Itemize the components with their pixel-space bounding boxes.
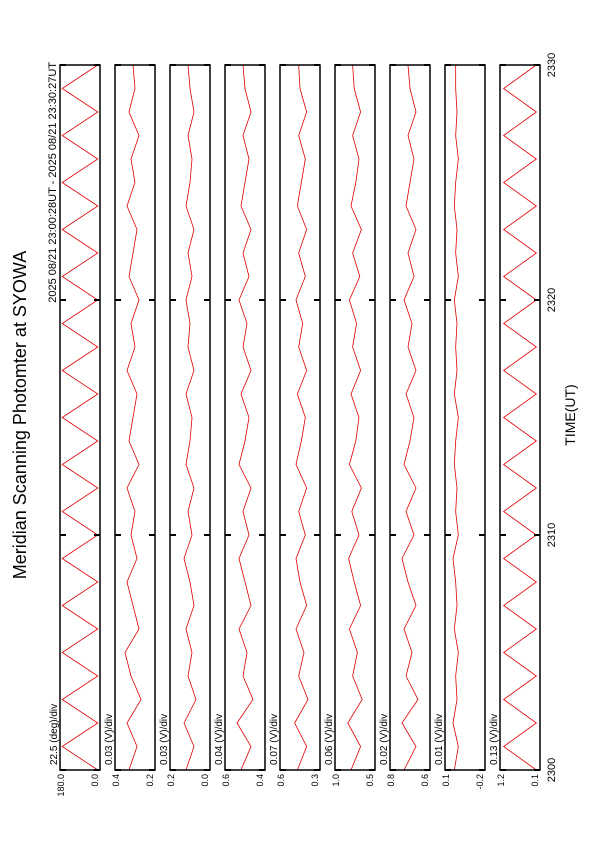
- value-tick-label: 0.8: [386, 774, 396, 787]
- x-axis-label: TIME(UT): [562, 384, 578, 445]
- trace: [401, 64, 419, 771]
- x-tick-label: 2300: [546, 758, 558, 782]
- scale-label: 0.02 (V)/div: [379, 714, 390, 765]
- scale-label: 0.06 (V)/div: [324, 714, 335, 765]
- value-tick-label: 0.2: [145, 774, 155, 787]
- value-tick-label: 0.6: [276, 774, 286, 787]
- trace: [236, 64, 254, 771]
- trace: [124, 64, 142, 771]
- panel-frame: [444, 64, 486, 771]
- trace: [502, 64, 538, 771]
- value-tick-label: 0.3: [310, 774, 320, 787]
- panel-frame: [59, 64, 101, 771]
- scale-label: 0.13 (V)/div: [489, 714, 500, 765]
- panel-frame: [499, 64, 541, 771]
- value-tick-label: 180.0: [56, 774, 66, 797]
- value-tick-label: -0.2: [475, 774, 485, 790]
- trace: [61, 64, 99, 771]
- scale-label: 0.07 (V)/div: [269, 714, 280, 765]
- x-tick-label: 2310: [546, 523, 558, 547]
- scale-label: 22.5 (deg)/div: [49, 704, 60, 765]
- panel-frame: [389, 64, 431, 771]
- value-tick-label: 0.5: [365, 774, 375, 787]
- x-tick-label: 2330: [546, 53, 558, 77]
- panel-frame: [334, 64, 376, 771]
- time-range: 2025 08/21 23:00:28UT - 2025 08/21 23:30…: [47, 62, 59, 303]
- value-tick-label: 0.6: [221, 774, 231, 787]
- value-tick-label: 1.2: [496, 774, 506, 787]
- value-tick-label: 0.6: [420, 774, 430, 787]
- panel-frame: [279, 64, 321, 771]
- scale-label: 0.04 (V)/div: [214, 714, 225, 765]
- value-tick-label: 0.1: [530, 774, 540, 787]
- value-tick-label: 1.0: [331, 774, 341, 787]
- panel-frame: [169, 64, 211, 771]
- value-tick-label: 0.1: [441, 774, 451, 787]
- scale-label: 0.03 (V)/div: [159, 714, 170, 765]
- trace: [294, 64, 309, 771]
- scale-label: 0.01 (V)/div: [434, 714, 445, 765]
- panel-frame: [114, 64, 156, 771]
- trace: [347, 64, 363, 771]
- value-tick-label: 0.4: [111, 774, 121, 787]
- scale-label: 0.03 (V)/div: [104, 714, 115, 765]
- x-tick-label: 2320: [546, 288, 558, 312]
- panel-frame: [224, 64, 266, 771]
- value-tick-label: 0.0: [90, 774, 100, 787]
- value-tick-label: 0.2: [166, 774, 176, 787]
- trace: [452, 65, 459, 771]
- trace: [183, 64, 197, 771]
- value-tick-label: 0.0: [200, 774, 210, 787]
- value-tick-label: 0.4: [255, 774, 265, 787]
- title: Meridian Scanning Photomter at SYOWA: [10, 251, 30, 579]
